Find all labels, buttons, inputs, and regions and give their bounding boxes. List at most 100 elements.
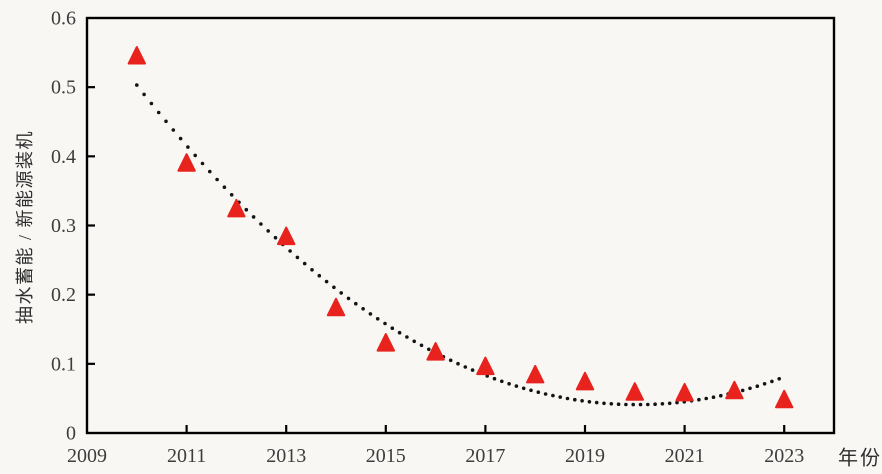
- x-tick-label: 2015: [366, 445, 406, 467]
- trendline-dot: [711, 395, 716, 400]
- x-tick-label: 2013: [266, 445, 306, 467]
- x-tick-label: 2019: [565, 445, 605, 467]
- trendline-dot: [748, 386, 752, 391]
- data-point-marker-2010: [127, 46, 146, 65]
- x-axis-title: 年份: [838, 447, 882, 470]
- trendline-dot: [521, 386, 526, 391]
- trendline-dot: [543, 392, 548, 396]
- y-tick-label: 0.2: [51, 284, 76, 306]
- trendline-dot: [719, 393, 723, 398]
- data-point-marker-2019: [575, 371, 595, 391]
- y-tick-label: 0: [66, 423, 76, 445]
- trendline-dot: [529, 388, 533, 393]
- trendline-dot: [770, 379, 774, 384]
- trendline-dot: [324, 279, 329, 284]
- trendline-dot: [251, 215, 256, 219]
- trendline-dot: [667, 401, 672, 406]
- trendline-dot: [149, 101, 154, 106]
- trendline-dot: [361, 307, 365, 311]
- trendline-dot: [295, 255, 300, 260]
- trendline-dot: [200, 161, 205, 166]
- trendline-dot: [638, 402, 643, 407]
- data-point-marker-2017: [476, 356, 495, 376]
- trendline-dot: [390, 326, 395, 331]
- x-tick-label: 2017: [465, 445, 505, 467]
- data-point-marker-2023: [775, 389, 794, 409]
- data-point-marker-2012: [227, 198, 246, 218]
- trendline-dot: [653, 402, 657, 407]
- trendline-dot: [229, 193, 234, 197]
- trendline-dot: [580, 399, 584, 403]
- y-tick-label: 0.5: [51, 77, 76, 99]
- trendline-dot: [697, 397, 701, 402]
- trendline-dot: [302, 261, 307, 266]
- trendline-dot: [704, 396, 708, 401]
- trendline-dot: [164, 119, 168, 124]
- trendline-dot: [288, 249, 292, 253]
- y-tick-label: 0.6: [51, 8, 76, 30]
- x-tick-label: 2023: [764, 445, 804, 467]
- trendline-dot: [244, 207, 249, 212]
- trendline-dot: [222, 185, 227, 189]
- trendline-dot: [419, 343, 424, 348]
- trendline-dot: [514, 384, 519, 388]
- trendline-dot: [594, 400, 599, 405]
- data-point-marker-2011: [177, 153, 196, 172]
- trendline-dot: [463, 365, 468, 369]
- trendline-dot: [456, 361, 460, 366]
- data-point-marker-2022: [725, 380, 744, 400]
- trendline-dot: [777, 377, 781, 381]
- data-point-marker-2014: [326, 297, 346, 317]
- trendline-dot: [573, 397, 577, 402]
- trendline-dot: [339, 291, 344, 295]
- trendline-dot: [558, 395, 562, 399]
- trendline-dot: [186, 145, 190, 149]
- x-tick-label: 2009: [67, 445, 107, 467]
- trendline-dot: [142, 92, 146, 97]
- trendline-dot: [171, 128, 176, 132]
- data-point-marker-2015: [376, 333, 395, 352]
- x-tick-label: 2021: [665, 445, 705, 467]
- trendline-dot: [354, 301, 358, 306]
- y-tick-label: 0.3: [51, 215, 76, 237]
- trendline-dot: [631, 402, 635, 407]
- trendline-dot: [609, 402, 614, 406]
- trendline-dot: [383, 321, 387, 326]
- trendline-dot: [565, 396, 570, 401]
- data-point-marker-2013: [277, 226, 296, 246]
- trendline-dot: [266, 229, 271, 233]
- data-point-marker-2021: [675, 382, 694, 402]
- trendline-dot: [135, 83, 139, 87]
- data-point-marker-2016: [426, 342, 445, 361]
- trendline-dot: [412, 339, 417, 344]
- y-axis-title: 抽水蓄能 / 新能源装机: [15, 129, 35, 325]
- trendline-dot: [397, 330, 402, 335]
- trendline-dot: [536, 390, 541, 395]
- data-point-marker-2020: [625, 382, 644, 401]
- trendline-dot: [332, 285, 336, 290]
- trendline-dot: [755, 384, 760, 389]
- x-tick-label: 2011: [167, 445, 206, 467]
- trendline-dot: [740, 388, 745, 393]
- trendline-dot: [178, 136, 183, 141]
- trendline-dot: [616, 402, 621, 407]
- trendline-dot: [273, 235, 278, 240]
- trendline-dot: [427, 347, 431, 352]
- y-tick-label: 0.1: [51, 353, 76, 375]
- trendline-dot: [762, 382, 767, 386]
- trendline-dot: [310, 268, 314, 272]
- trendline-dot: [156, 110, 161, 115]
- trendline-dot: [646, 402, 650, 407]
- trendline-dot: [624, 402, 628, 407]
- trendline-dot: [346, 296, 351, 301]
- trendline-dot: [470, 368, 475, 372]
- trendline-dot: [551, 393, 555, 398]
- plot-frame: [85, 16, 836, 435]
- trendline-dot: [259, 222, 263, 226]
- trendline-dot: [317, 273, 322, 278]
- trendline-dot: [215, 177, 219, 182]
- trendline-dot: [602, 401, 606, 406]
- trendline-dot: [675, 400, 679, 405]
